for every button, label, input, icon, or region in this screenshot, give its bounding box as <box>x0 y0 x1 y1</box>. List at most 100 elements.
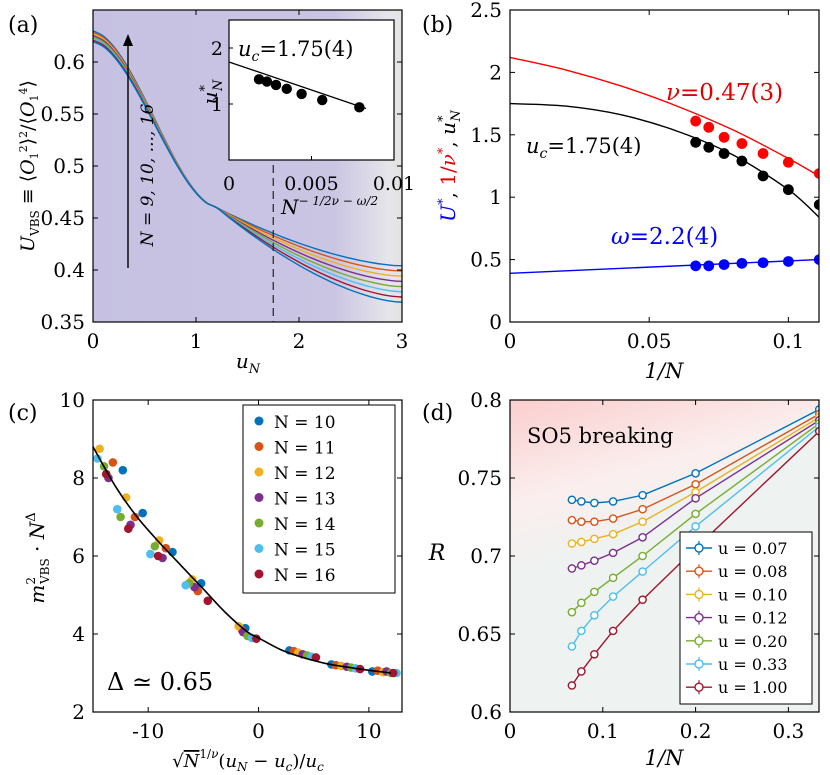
data-marker <box>608 529 618 539</box>
panel-b-axis-ticks: 0 0.05 0.1 0 0.5 1 1.5 2 2.5 <box>470 0 819 353</box>
data-marker <box>638 517 647 526</box>
scatter-point <box>161 543 171 553</box>
y-tick-label: 8 <box>72 466 85 490</box>
legend-marker <box>254 518 264 528</box>
legend-label: u = 0.07 <box>718 539 788 558</box>
panel-b-ylabel: U*, 1/ν*, u*N <box>436 110 464 222</box>
y-tick-label: 6 <box>72 544 85 568</box>
point-uN <box>718 148 730 159</box>
y-tick-label: 2.5 <box>470 0 502 22</box>
data-marker <box>590 587 599 597</box>
delta-annotation: Δ ≃ 0.65 <box>107 668 213 696</box>
panel-c-xlabel: √N1/ν(uN − uc)/uc <box>172 747 324 774</box>
data-marker <box>577 626 586 636</box>
data-marker <box>608 626 618 636</box>
legend-marker <box>254 493 264 502</box>
legend-label: N = 12 <box>274 464 336 484</box>
data-marker <box>638 504 647 514</box>
x-tick-label: 0.1 <box>772 329 804 353</box>
x-tick-label: 1 <box>190 329 203 353</box>
panel-b-label: (b) <box>422 13 453 38</box>
legend-label: N = 14 <box>274 515 336 535</box>
scatter-point <box>108 458 118 467</box>
scatter-point <box>130 512 140 522</box>
legend-label: N = 16 <box>274 566 336 586</box>
scatter-point <box>234 621 243 631</box>
x-tick-label: 10 <box>356 719 381 743</box>
data-marker <box>577 537 586 547</box>
data-marker <box>590 610 599 620</box>
data-marker <box>638 490 647 500</box>
inset-x-tick-label: 0.01 <box>373 173 415 195</box>
scatter-point <box>95 444 104 454</box>
y-tick-label: 1 <box>489 185 502 209</box>
point-uN <box>703 141 715 153</box>
inset-point <box>296 88 307 100</box>
x-tick-label: 0.3 <box>772 719 804 743</box>
panel-b-xlabel: 1/N <box>645 359 684 383</box>
scatter-point <box>181 580 190 590</box>
inset-point <box>253 74 265 85</box>
point- <box>690 115 702 127</box>
legend-label: u = 0.08 <box>718 562 788 581</box>
data-marker <box>608 573 618 583</box>
data-marker <box>567 681 577 690</box>
data-marker <box>590 517 599 526</box>
legend-marker <box>694 636 704 646</box>
uc-annotation: uc=1.75(4) <box>526 134 641 162</box>
legend-label: N = 11 <box>274 439 336 459</box>
scatter-point <box>138 508 147 518</box>
data-marker <box>567 642 577 651</box>
data-marker <box>577 667 586 676</box>
fit-line-uN <box>510 102 819 218</box>
inset-point <box>317 94 328 106</box>
legend-marker <box>254 544 264 553</box>
y-tick-label: 0.4 <box>53 258 85 282</box>
legend-marker <box>694 543 704 553</box>
data-marker <box>590 556 599 565</box>
panel-b-frame <box>509 9 820 323</box>
x-tick-label: 2 <box>293 329 306 353</box>
panel-a: N = 9, 10, ..., 16 0 1 2 3 0.35 0.4 0.45 0.5 0.5… <box>8 9 415 377</box>
point-U <box>736 257 748 269</box>
point-uN <box>782 184 794 196</box>
y-tick-label: 0.55 <box>40 102 85 126</box>
inset-x-tick-label: 0 <box>223 173 235 195</box>
legend-label: u = 0.20 <box>718 632 788 651</box>
inset-annotation: uc=1.75(4) <box>238 37 353 65</box>
x-tick-label: 0 <box>504 719 517 743</box>
data-marker <box>691 522 700 531</box>
panel-d-ylabel: R <box>428 541 446 566</box>
data-marker <box>590 649 599 659</box>
data-marker <box>577 598 586 608</box>
scatter-point <box>146 549 155 559</box>
scatter-point <box>93 454 102 463</box>
scatter-point <box>118 465 128 475</box>
panel-c-data <box>92 444 401 678</box>
data-marker <box>567 515 577 525</box>
data-marker <box>577 497 586 506</box>
point-U <box>703 260 715 272</box>
y-tick-label: 10 <box>60 388 85 412</box>
point-U <box>782 256 794 267</box>
data-marker <box>638 532 647 542</box>
data-marker <box>590 534 599 544</box>
panel-d-axis-ticks: 0 0.1 0.2 0.3 0.6 0.65 0.7 0.75 0.8 <box>457 388 819 743</box>
point-U <box>690 260 702 272</box>
x-tick-label: 0 <box>252 719 265 743</box>
scatter-point <box>116 512 125 522</box>
legend-label: u = 0.12 <box>718 609 788 628</box>
data-marker <box>577 517 586 526</box>
panel-a-axis-ticks: 0 1 2 3 0.35 0.4 0.45 0.5 0.55 0.6 <box>40 10 408 353</box>
inset-y-tick-label: 1 <box>211 94 223 116</box>
y-tick-label: 0 <box>489 310 502 334</box>
legend-label: N = 10 <box>274 413 336 433</box>
panel-d-annotation: SO5 breaking <box>527 424 673 448</box>
point-U <box>757 257 769 269</box>
data-marker <box>567 495 577 505</box>
legend-marker <box>254 442 264 451</box>
legend-marker <box>254 416 264 426</box>
arrow-label: N = 9, 10, ..., 16 <box>138 103 158 247</box>
data-marker <box>691 469 700 478</box>
